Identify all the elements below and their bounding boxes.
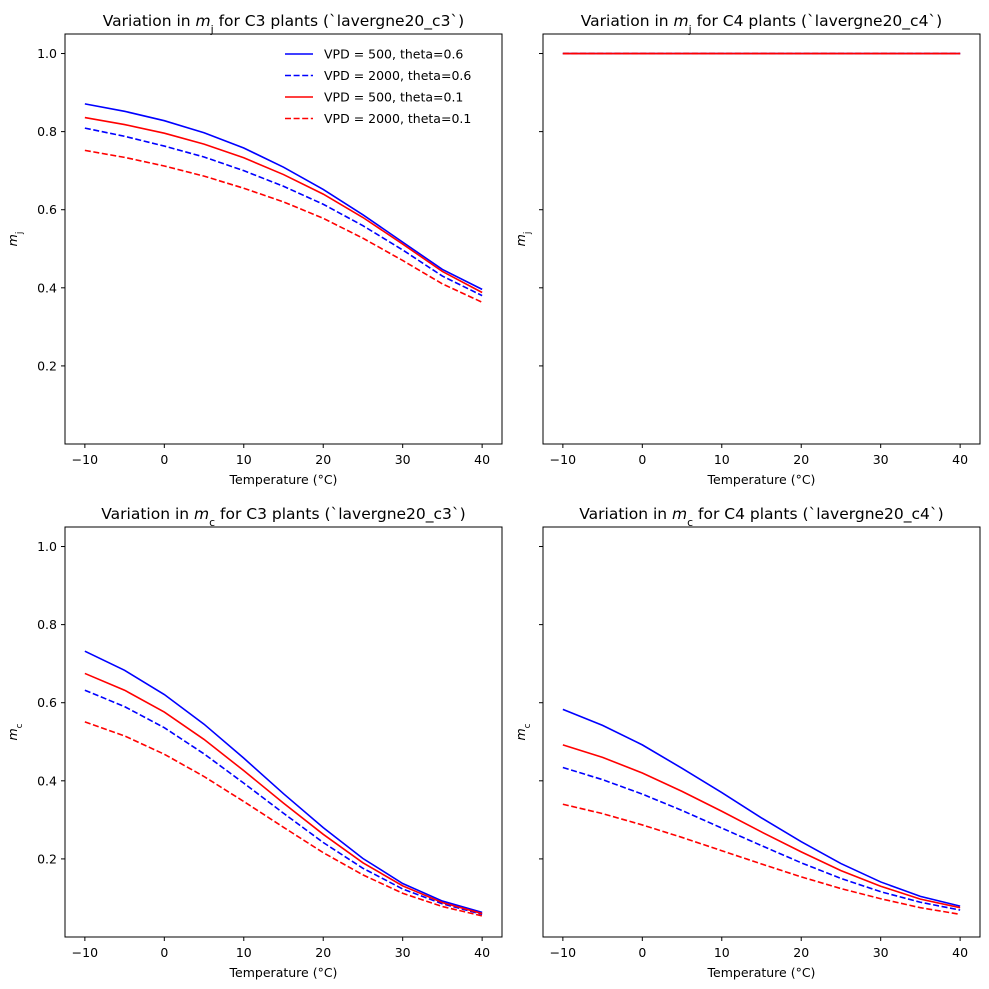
x-tick-label: 10 [236,945,252,960]
x-axis-label: Temperature (°C) [707,472,816,487]
x-tick-label: 10 [236,452,252,467]
chart-panel-3: −10 0 10 20 30 40 0.2 0.4 0.6 0.8 1.0 Variation in … [5,505,503,980]
chart-panel-4: −10 0 10 20 30 40 Variation in mc for C4 plant… [513,505,981,980]
series-line-2 [562,766,961,911]
chart-title: Variation in mc for C3 plants (`lavergne… [101,505,465,529]
x-tick-label: 30 [873,945,889,960]
chart-title: Variation in mj for C4 plants (`lavergne… [581,12,942,36]
x-axis-label: Temperature (°C) [229,965,338,980]
series-line-3 [562,744,961,909]
legend-label: VPD = 500, theta=0.1 [324,90,463,105]
y-tick-label: 0.8 [37,617,57,632]
x-tick-label: 20 [315,945,331,960]
y-axis-label: mc [5,723,25,740]
x-tick-label: 40 [952,452,968,467]
y-tick-label: 1.0 [37,46,57,61]
y-tick-label: 0.6 [37,202,57,217]
y-axis-label: mj [513,232,533,247]
x-tick-label: −10 [72,945,98,960]
series-line-3 [84,116,483,294]
x-tick-label: 30 [873,452,889,467]
chart-panel-1: −10 0 10 20 30 40 0.2 0.4 0.6 0.8 1.0 Variation in … [5,12,503,487]
chart-title: Variation in mj for C3 plants (`lavergne… [103,12,464,36]
x-tick-label: −10 [550,452,576,467]
legend-label: VPD = 2000, theta=0.1 [324,111,471,126]
y-tick-label: 1.0 [37,539,57,554]
x-axis-label: Temperature (°C) [707,965,816,980]
x-tick-label: 0 [160,452,168,467]
legend-label: VPD = 500, theta=0.6 [324,47,463,62]
legend: VPD = 500, theta=0.6 VPD = 2000, theta=0.… [285,47,471,126]
plot-frame [64,526,503,938]
x-tick-label: 20 [793,452,809,467]
series-line-1 [84,103,483,291]
legend-label: VPD = 2000, theta=0.6 [324,68,471,83]
series-line-2 [84,689,483,916]
x-tick-label: 30 [395,452,411,467]
series-line-4 [562,803,961,916]
x-tick-label: 10 [714,452,730,467]
series-line-3 [84,672,483,915]
plot-frame [542,526,981,938]
x-tick-label: 20 [793,945,809,960]
x-tick-label: 40 [952,945,968,960]
series-line-1 [562,708,961,907]
x-tick-label: 0 [638,452,646,467]
series-line-2 [84,127,483,297]
x-tick-label: 10 [714,945,730,960]
x-tick-label: 20 [315,452,331,467]
y-axis-label: mj [5,232,25,247]
x-tick-label: 0 [160,945,168,960]
y-tick-label: 0.8 [37,124,57,139]
y-tick-label: 0.6 [37,695,57,710]
plot-frame [64,33,503,445]
y-axis-label: mc [513,723,533,740]
x-tick-label: 40 [474,945,490,960]
y-tick-label: 0.4 [37,280,57,295]
x-tick-label: −10 [550,945,576,960]
x-tick-label: 0 [638,945,646,960]
x-tick-label: 30 [395,945,411,960]
y-tick-label: 0.2 [37,851,57,866]
chart-panel-2: −10 0 10 20 30 40 Variation in mj for C4 plant… [513,12,981,487]
y-tick-label: 0.2 [37,358,57,373]
y-tick-label: 0.4 [37,773,57,788]
x-tick-label: −10 [72,452,98,467]
chart-title: Variation in mc for C4 plants (`lavergne… [579,505,943,529]
plot-frame [542,33,981,445]
series-line-4 [84,149,483,303]
series-line-4 [84,721,483,917]
x-axis-label: Temperature (°C) [229,472,338,487]
x-tick-label: 40 [474,452,490,467]
series-line-1 [84,650,483,914]
